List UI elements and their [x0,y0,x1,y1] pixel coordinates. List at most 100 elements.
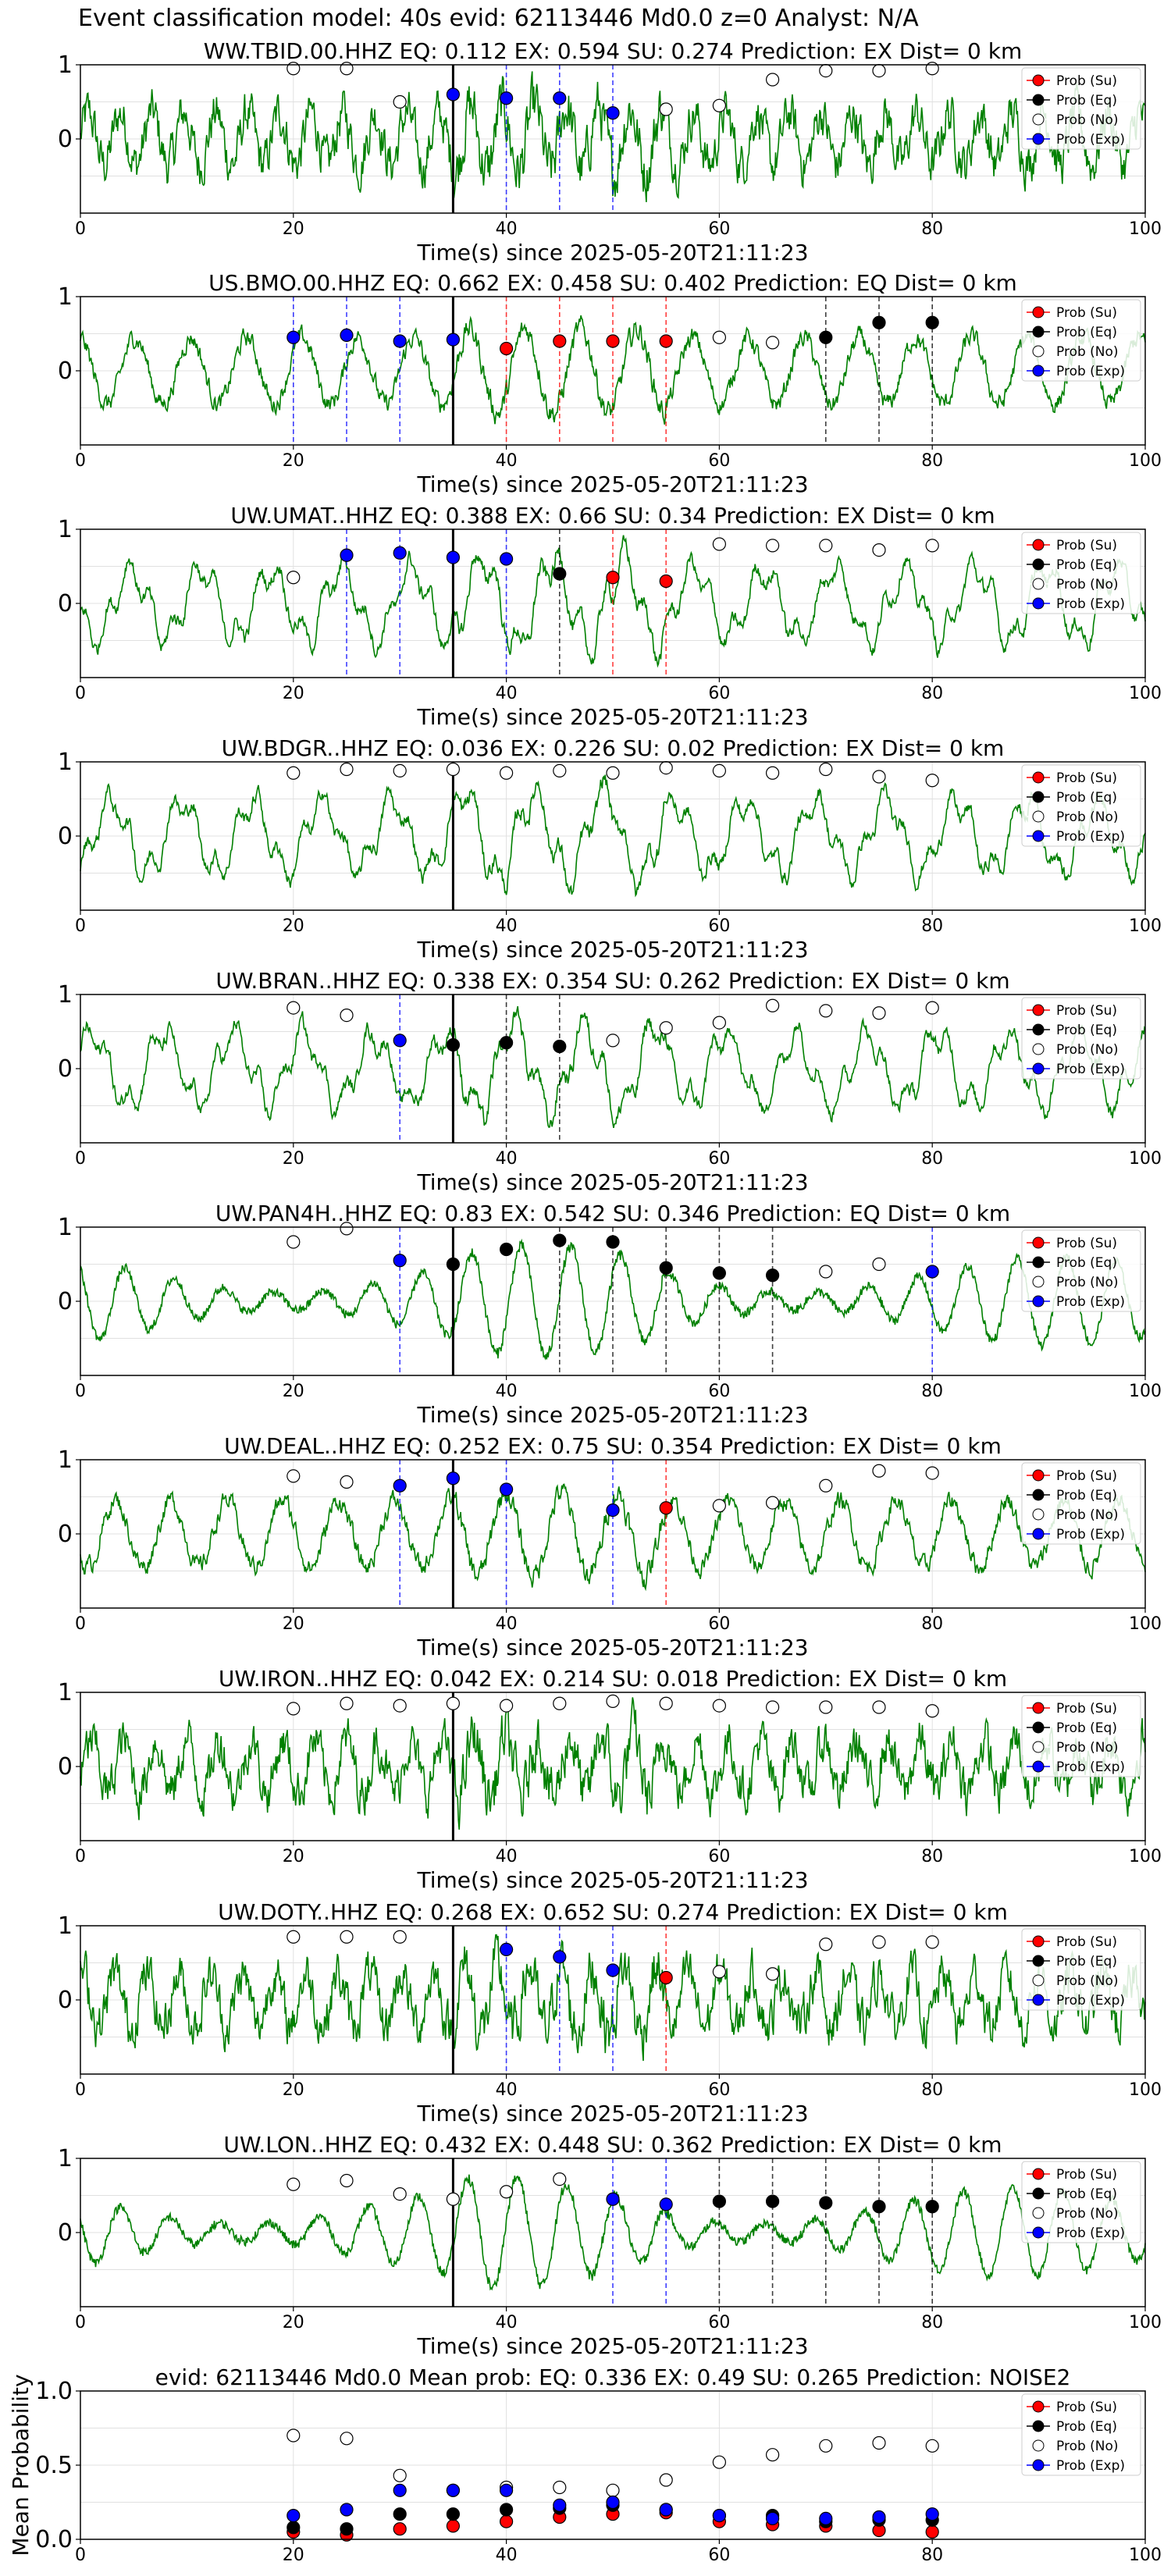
prob-point-su [446,2519,461,2533]
prob-point-no [819,1937,833,1952]
prob-point-no [872,63,886,78]
legend-label: Prob (Exp) [1056,1759,1125,1775]
prob-point-no [659,760,673,775]
x-tick-label: 100 [1129,1614,1162,1634]
legend-marker-su [1032,306,1045,318]
legend-marker-no [1032,2439,1045,2452]
x-tick-label: 100 [1129,1149,1162,1169]
legend-marker-no [1032,1974,1045,1987]
x-tick-label: 80 [921,219,943,239]
x-tick-label: 40 [496,1847,518,1866]
legend-label: Prob (Su) [1056,538,1117,553]
prob-point-exp [340,548,354,562]
prob-point-su [659,574,673,589]
legend-label: Prob (No) [1056,1740,1119,1756]
waveform-trace [80,71,1146,202]
legend-label: Prob (Exp) [1056,2226,1125,2241]
prob-point-no [872,1935,886,1949]
legend-marker-eq [1032,1955,1045,1967]
x-tick-label: 80 [921,2546,943,2565]
prob-point-no [712,330,727,344]
prob-point-eq [553,1039,567,1054]
x-tick-label: 40 [496,2546,518,2565]
x-tick-label: 80 [921,1149,943,1169]
panel-title: UW.LON..HHZ EQ: 0.432 EX: 0.448 SU: 0.36… [223,2132,1002,2158]
x-tick-label: 0 [75,684,86,703]
x-tick-label: 60 [708,2313,730,2332]
legend-label: Prob (Exp) [1056,1062,1125,1077]
x-tick-label: 80 [921,1614,943,1634]
x-tick-label: 0 [75,916,86,936]
x-tick-label: 60 [708,684,730,703]
prob-point-no [446,1696,461,1710]
x-tick-label: 40 [496,1614,518,1634]
legend-label: Prob (Exp) [1056,1294,1125,1310]
y-tick-label: 0 [58,590,73,617]
prob-point-exp [659,2197,673,2211]
y-tick-label: 1 [58,283,73,311]
y-tick-label: 1 [58,516,73,543]
x-tick-label: 100 [1129,451,1162,471]
prob-point-exp [606,2495,620,2510]
y-tick-label: 0 [58,1055,73,1083]
legend-label: Prob (Su) [1056,1468,1117,1484]
legend-label: Prob (Eq) [1056,1488,1117,1503]
prob-point-no [287,62,301,76]
prob-point-no [925,2439,939,2453]
prob-point-eq [606,1235,620,1249]
legend-label: Prob (No) [1056,809,1119,825]
legend-marker-su [1032,1469,1045,1482]
prob-point-no [446,2192,461,2206]
prob-point-exp [553,2498,567,2512]
x-tick-label: 0 [75,2546,86,2565]
x-tick-label: 40 [496,451,518,471]
prob-point-exp [553,1950,567,1964]
legend-label: Prob (Eq) [1056,2186,1117,2202]
legend-label: Prob (Eq) [1056,790,1117,806]
panel-title: US.BMO.00.HHZ EQ: 0.662 EX: 0.458 SU: 0.… [208,270,1017,296]
legend-box [1021,1462,1141,1545]
y-tick-label: 1 [58,1912,73,1940]
legend-marker-exp [1032,597,1045,610]
prob-point-exp [287,2509,301,2523]
x-tick-label: 60 [708,1847,730,1866]
prob-point-eq [925,315,939,329]
prob-point-no [819,1478,833,1493]
prob-point-no [925,539,939,553]
x-tick-label: 100 [1129,916,1162,936]
x-axis-label: Time(s) since 2025-05-20T21:11:23 [416,471,808,497]
prob-point-no [819,1700,833,1714]
prob-point-no [765,998,780,1012]
x-tick-label: 60 [708,2080,730,2100]
prob-point-eq [446,2507,461,2521]
prob-point-exp [499,552,514,566]
legend-box [1021,299,1141,382]
legend-marker-eq [1032,791,1045,803]
x-tick-label: 20 [283,1847,304,1866]
legend-box [1021,997,1141,1080]
legend-label: Prob (Eq) [1056,1255,1117,1271]
prob-point-exp [446,333,461,347]
legend-label: Prob (Eq) [1056,1023,1117,1038]
x-tick-label: 20 [283,451,304,471]
prob-point-no [925,1935,939,1949]
prob-point-no [712,1965,727,1979]
prob-point-exp [499,91,514,105]
x-tick-label: 100 [1129,1847,1162,1866]
legend-label: Prob (Eq) [1056,93,1117,109]
x-tick-label: 20 [283,2080,304,2100]
prob-point-exp [553,91,567,105]
legend-marker-exp [1032,2226,1045,2239]
y-tick-label: 0.5 [35,2452,73,2479]
legend-marker-eq [1032,1721,1045,1734]
x-tick-label: 40 [496,1382,518,1401]
x-axis-label: Time(s) since 2025-05-20T21:11:23 [416,1402,808,1428]
prob-point-no [553,2172,567,2186]
prob-point-no [712,98,727,112]
prob-point-no [340,1475,354,1489]
prob-point-no [765,1496,780,1510]
prob-point-exp [659,2503,673,2517]
prob-point-no [765,1967,780,1981]
legend-box [1021,1695,1141,1777]
